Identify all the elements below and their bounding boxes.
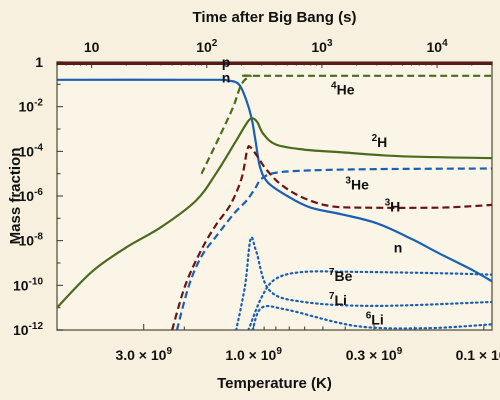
y-axis-tick-label: 10-4 — [19, 142, 44, 159]
top-axis-tick-label: 10 — [84, 39, 100, 55]
y-axis-tick-label: 1 — [35, 54, 43, 70]
top-axis-tick-label: 102 — [196, 38, 218, 55]
series-line-2h — [57, 117, 492, 309]
bottom-axis-tick-label: 3.0 × 109 — [115, 346, 172, 363]
series-label-n: n — [222, 70, 231, 86]
series-label-7li: 7Li — [329, 291, 347, 308]
y-axis-tick-label: 10-6 — [19, 187, 44, 204]
series-label-3h: 3H — [385, 198, 401, 215]
series-line-n — [57, 78, 492, 283]
series-line-7li — [247, 270, 492, 330]
series-label-n: n — [394, 239, 403, 255]
bottom-axis-tick-label: 0.3 × 109 — [346, 346, 403, 363]
series-line-7be — [235, 236, 492, 330]
y-axis-tick-label: 10-10 — [13, 276, 43, 293]
y-axis-tick-label: 10-8 — [19, 232, 44, 249]
bottom-axis-tick-label: 0.1 × 109 — [456, 346, 500, 363]
series-label-6li: 6Li — [366, 310, 384, 327]
bottom-axis-title: Temperature (K) — [217, 375, 332, 392]
series-label-p: p — [222, 54, 231, 70]
y-axis-tick-label: 10-2 — [19, 98, 44, 115]
series-line-6li — [251, 304, 492, 330]
series-label-3he: 3He — [345, 175, 369, 192]
series-line-3h — [171, 145, 492, 330]
series-line-3he — [175, 167, 492, 330]
y-axis-title: Mass fraction — [7, 148, 24, 245]
series-label-2h: 2H — [372, 133, 388, 150]
top-axis-tick-label: 104 — [426, 38, 448, 55]
top-axis-title: Time after Big Bang (s) — [193, 9, 357, 26]
series-label-4he: 4He — [331, 81, 355, 98]
bottom-axis-tick-label: 1.0 × 109 — [225, 346, 282, 363]
series-label-7be: 7Be — [329, 267, 353, 284]
y-axis-tick-label: 10-12 — [13, 321, 43, 338]
top-axis-tick-label: 103 — [311, 38, 333, 55]
series-line-4he — [200, 74, 492, 175]
plot-area — [56, 61, 493, 331]
